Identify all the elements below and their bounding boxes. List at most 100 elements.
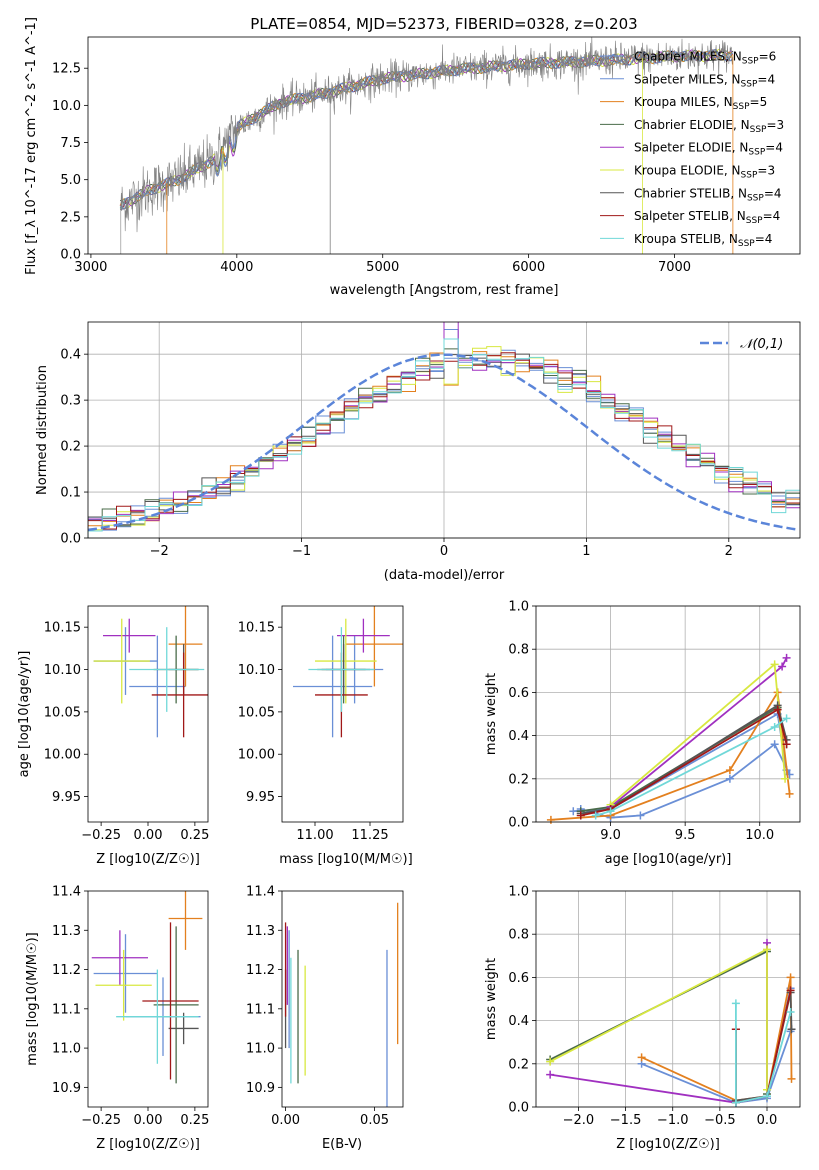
x-tick-label: 1 <box>582 544 590 559</box>
mass-weight-marker <box>546 1057 555 1066</box>
y-tick-label: 0.2 <box>508 1057 529 1072</box>
y-tick-label: 11.0 <box>246 1042 275 1057</box>
observed-spectrum-line <box>120 37 733 254</box>
age_vs_Z-axes: −0.25 0.00 0.25 9.95 10.00 10.05 10.10 10.15 <box>44 605 209 843</box>
residual-histogram <box>88 338 800 538</box>
legend-entry: Chabrier ELODIE, NSSP=3 <box>634 118 784 135</box>
errorbar-point <box>315 618 377 704</box>
errorbar-point <box>91 930 148 986</box>
mass-weight-line <box>641 977 793 1102</box>
mass_weight_vs_age-frame-group: 9.0 9.5 10.0 0.0 0.2 0.4 0.6 0.8 1.0 <box>508 600 801 843</box>
mass-weight-line <box>735 1003 792 1104</box>
y-tick-label: 9.95 <box>52 790 81 805</box>
legend-model-name: Chabrier MILES, N <box>634 50 742 64</box>
y-tick-label: 11.2 <box>246 963 275 978</box>
mass_weight_vs_Z-x-label: Z [log10(Z/Z☉)] <box>616 1137 720 1152</box>
x-tick-label: −1.5 <box>610 1113 642 1128</box>
age_vs_Z-frame-group: −0.25 0.00 0.25 9.95 10.00 10.05 10.10 10.15 <box>44 605 209 843</box>
mass_vs_Z-frame <box>87 890 209 1108</box>
x-tick-label: 11.00 <box>296 828 333 843</box>
y-tick-label: 0.2 <box>508 772 529 787</box>
mass-weight-marker <box>778 662 787 671</box>
x-tick-label: 0.25 <box>180 1113 209 1128</box>
mass-weight-marker <box>576 811 585 820</box>
errorbar-point <box>153 926 199 1084</box>
mass-weight-marker <box>731 999 740 1008</box>
x-tick-label: −0.5 <box>704 1113 736 1128</box>
residuals-legend: 𝒩(0,1) <box>700 337 783 352</box>
errorbar-point <box>293 635 373 738</box>
mass_weight_vs_Z-frame-group: −2.0 −1.5 −1.0 −0.5 0.0 0.0 0.2 0.4 0.6 0.8 1.0 <box>508 885 801 1128</box>
errorbar-point <box>168 606 203 687</box>
x-tick-label: 4000 <box>220 260 253 275</box>
y-tick-label: 10.0 <box>52 99 81 114</box>
mass-weight-marker <box>787 1025 796 1034</box>
residuals-x-label: (data-model)/error <box>384 568 505 583</box>
mass_vs_Z-x-label: Z [log10(Z/Z☉)] <box>96 1137 200 1152</box>
errorbar-point <box>116 969 199 1064</box>
y-tick-label: 10.9 <box>52 1081 81 1096</box>
mass_vs_ebv-plot-area <box>284 902 399 1107</box>
y-tick-label: 10.15 <box>44 621 81 636</box>
errorbar-point <box>168 1012 199 1045</box>
y-tick-label: 0.6 <box>508 686 529 701</box>
legend-nssp-subscript: SSP <box>741 79 758 89</box>
errorbar-point <box>151 652 208 738</box>
legend-nssp-value: =4 <box>765 141 783 155</box>
mass-weight-line <box>735 992 793 1102</box>
mass-weight-marker <box>637 1053 646 1062</box>
legend-entry: Kroupa MILES, NSSP=5 <box>634 95 767 112</box>
mass_weight_vs_age-axes: 9.0 9.5 10.0 0.0 0.2 0.4 0.6 0.8 1.0 <box>508 600 801 843</box>
mass_weight_vs_age-y-label: mass weight <box>484 673 499 755</box>
residuals-axes: −2 −1 0 1 2 0.0 0.1 0.2 0.3 0.4 𝒩(0,1) <box>60 321 801 559</box>
age_vs_mass-plot-area <box>293 606 403 738</box>
y-tick-label: 5.0 <box>60 173 81 188</box>
y-tick-label: 0.1 <box>60 486 81 501</box>
y-tick-label: 11.0 <box>52 1042 81 1057</box>
mass_weight_vs_Z-y-label: mass weight <box>484 958 499 1040</box>
legend-model-name: Kroupa MILES, N <box>634 95 733 109</box>
legend-model-name: Chabrier ELODIE, N <box>634 118 750 132</box>
y-tick-label: 10.10 <box>44 663 81 678</box>
x-tick-label: 0.00 <box>134 828 163 843</box>
mass_vs_Z-frame-group: −0.25 0.00 0.25 10.9 11.0 11.1 11.2 11.3 11.4 <box>52 885 209 1129</box>
y-tick-label: 10.00 <box>44 748 81 763</box>
mass-weight-line <box>735 988 792 1104</box>
legend-nssp-subscript: SSP <box>746 216 763 226</box>
y-tick-label: 0.4 <box>60 348 81 363</box>
x-tick-label: 6000 <box>512 260 545 275</box>
mass-weight-marker <box>725 766 734 775</box>
y-tick-label: 11.3 <box>52 924 81 939</box>
mass-weight-marker <box>725 774 734 783</box>
y-tick-label: 10.05 <box>238 705 275 720</box>
figure-title: PLATE=0854, MJD=52373, FIBERID=0328, z=0… <box>250 15 637 33</box>
age_vs_Z-frame <box>87 605 209 823</box>
mass-weight-marker <box>782 740 791 749</box>
mass_vs_Z-y-label: mass [log10(M/M☉)] <box>25 932 40 1065</box>
mass-weight-marker <box>636 811 645 820</box>
mass-weight-marker <box>785 789 794 798</box>
spectrum-x-label: wavelength [Angstrom, rest frame] <box>330 283 559 298</box>
errorbar-point <box>168 891 203 950</box>
x-tick-label: 0.05 <box>360 1113 389 1128</box>
legend-model-name: Kroupa ELODIE, N <box>634 164 741 178</box>
legend-nssp-value: =4 <box>755 232 773 246</box>
age_vs_mass-x-label: mass [log10(M/M☉)] <box>279 852 412 867</box>
y-tick-label: 2.5 <box>60 210 81 225</box>
errorbar-point <box>142 922 199 1080</box>
mass-weight-line <box>549 950 768 1094</box>
plot-layer: 3000 4000 5000 6000 70000.02.55.07.510.012.5… <box>17 17 801 1152</box>
y-tick-label: 0.0 <box>60 532 81 547</box>
mass-weight-marker <box>770 660 779 669</box>
x-tick-label: −1 <box>292 544 311 559</box>
legend-nssp-subscript: SSP <box>733 102 750 112</box>
mass-weight-marker <box>546 1070 555 1079</box>
errorbar-point <box>93 934 158 1013</box>
mass-weight-marker <box>591 811 600 820</box>
legend-nssp-subscript: SSP <box>750 125 767 135</box>
mass-weight-marker <box>782 653 791 662</box>
mass-weight-line <box>550 689 791 821</box>
mass-weight-marker <box>770 722 779 731</box>
mass-weight-marker <box>782 714 791 723</box>
y-tick-label: 11.4 <box>52 885 81 900</box>
